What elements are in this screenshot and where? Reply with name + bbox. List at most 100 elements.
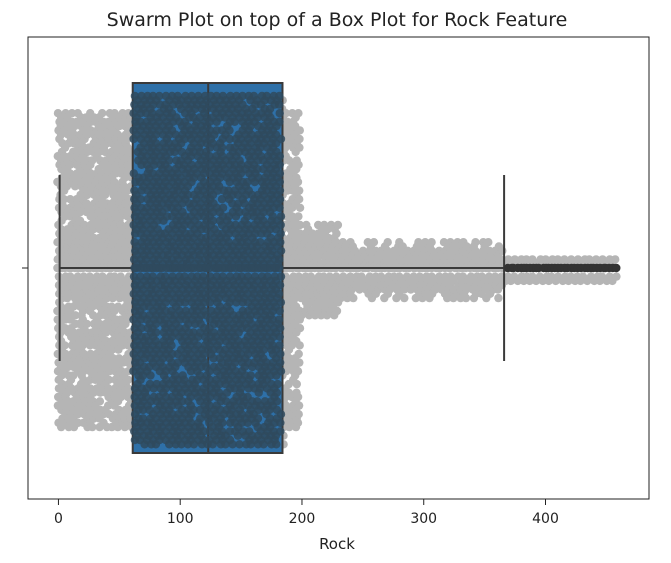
swarm-point	[238, 91, 247, 101]
swarm-point	[59, 195, 69, 204]
chart-title: Swarm Plot on top of a Box Plot for Rock…	[107, 9, 568, 31]
swarm-point	[294, 160, 303, 169]
swarm-point	[275, 117, 284, 127]
swarm-point	[293, 367, 303, 376]
swarm-point	[369, 238, 379, 247]
swarm-point	[183, 190, 193, 200]
x-axis-label: Rock	[319, 535, 355, 553]
swarm-point	[295, 203, 305, 212]
swarm-point	[274, 315, 284, 324]
swarm-point	[199, 427, 209, 436]
swarm-point	[427, 238, 436, 247]
swarm-point	[276, 410, 286, 419]
swarm-point	[88, 422, 97, 432]
swarm-point	[253, 164, 262, 174]
swarm-point	[275, 306, 284, 316]
swarm-overlay-points	[129, 91, 621, 449]
x-axis-ticks: 0 100 200 300 400	[54, 499, 559, 527]
swarm-point	[208, 216, 218, 225]
swarm-point	[332, 229, 341, 238]
swarm-point	[611, 255, 620, 264]
x-tick-label: 100	[167, 511, 194, 527]
swarm-point	[272, 440, 281, 449]
swarm-point	[275, 341, 284, 350]
swarm-point	[292, 379, 301, 389]
x-tick-label: 300	[410, 511, 437, 527]
swarm-point	[383, 238, 392, 247]
swarm-point	[276, 324, 285, 333]
swarm-point	[400, 293, 409, 303]
swarm-point	[275, 169, 285, 178]
swarm-point	[276, 238, 285, 247]
x-tick-label: 400	[532, 511, 559, 527]
swarm-point	[235, 440, 244, 449]
swarm-point	[95, 397, 105, 406]
swarm-point	[612, 263, 621, 273]
swarm-point	[235, 207, 244, 217]
swarm-point	[275, 263, 284, 273]
swarm-point	[228, 440, 237, 449]
swarm-point	[295, 195, 304, 204]
swarm-point	[275, 203, 284, 212]
swarm-point	[225, 126, 234, 135]
swarm-point	[218, 418, 227, 427]
swarm-point	[272, 388, 281, 397]
swarm-point	[275, 109, 284, 118]
swarm-point	[275, 100, 284, 109]
swarm-point	[461, 293, 471, 303]
swarm-point	[295, 143, 304, 152]
swarm-point	[275, 91, 284, 101]
swarm-point	[484, 238, 493, 247]
swarm-point	[60, 341, 69, 350]
swarm-point	[155, 91, 164, 101]
swarm-point	[276, 246, 286, 255]
swarm-point	[71, 311, 80, 320]
swarm-point	[293, 392, 303, 402]
swarm-points	[53, 96, 621, 449]
swarm-point	[295, 324, 305, 333]
swarm-point	[276, 134, 286, 144]
swarm-point	[276, 418, 285, 427]
swarm-point	[164, 156, 174, 165]
x-tick-label: 0	[54, 511, 63, 527]
swarm-point	[276, 220, 285, 230]
swarm-point	[167, 341, 176, 350]
swarm-point	[275, 186, 285, 195]
swarm-point	[295, 358, 304, 367]
swarm-point	[275, 152, 284, 161]
swarm-point	[275, 255, 284, 264]
swarm-point	[294, 349, 303, 359]
swarm-point	[471, 238, 480, 247]
swarm-point	[276, 358, 285, 367]
swarm-point	[494, 293, 503, 303]
swarm-point	[332, 306, 342, 316]
swarm-point	[295, 220, 305, 230]
swarm-point	[276, 427, 285, 436]
swarm-point	[295, 134, 304, 144]
swarm-point	[276, 349, 285, 359]
swarm-point	[137, 324, 146, 333]
swarm-point	[294, 401, 304, 410]
x-tick-label: 200	[289, 511, 316, 527]
swarm-point	[281, 109, 291, 118]
swarm-point	[151, 328, 161, 337]
swarm-point	[274, 289, 284, 298]
swarm-point	[612, 272, 621, 281]
swarm-point	[273, 379, 282, 389]
swarm-point	[276, 272, 286, 281]
swarm-point	[253, 414, 263, 423]
swarm-point	[67, 109, 77, 118]
swarm-point	[209, 354, 218, 363]
swarm-point	[82, 319, 92, 329]
swarm-point	[178, 397, 187, 406]
swarm-point	[275, 160, 284, 169]
swarm-point	[333, 220, 343, 230]
swarm-point	[275, 177, 284, 187]
swarm-point	[276, 229, 285, 238]
swarm-point	[294, 109, 303, 118]
swarm-point	[124, 375, 133, 384]
swarm-point	[293, 177, 303, 187]
swarm-point	[275, 281, 285, 290]
swarm-point	[217, 143, 227, 152]
